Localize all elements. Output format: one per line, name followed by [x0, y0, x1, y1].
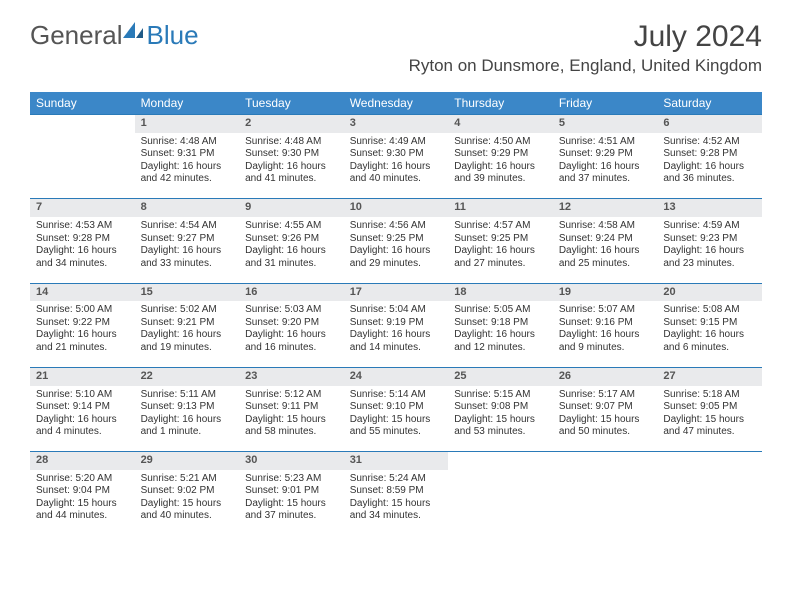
day-number-cell — [30, 115, 135, 133]
day-data-cell: Sunrise: 5:07 AMSunset: 9:16 PMDaylight:… — [553, 301, 658, 367]
day-number-cell: 3 — [344, 115, 449, 133]
brand-name-1: General — [30, 20, 123, 51]
day-data-cell: Sunrise: 4:52 AMSunset: 9:28 PMDaylight:… — [657, 133, 762, 199]
day-number-cell: 14 — [30, 283, 135, 301]
day-data-cell: Sunrise: 5:17 AMSunset: 9:07 PMDaylight:… — [553, 386, 658, 452]
day-data-cell: Sunrise: 5:04 AMSunset: 9:19 PMDaylight:… — [344, 301, 449, 367]
day-number-cell — [657, 452, 762, 470]
title-block: July 2024 Ryton on Dunsmore, England, Un… — [409, 20, 762, 76]
day-number-cell: 10 — [344, 199, 449, 217]
day-number-row: 14151617181920 — [30, 283, 762, 301]
weekday-header: Wednesday — [344, 92, 449, 115]
calendar-body: 123456Sunrise: 4:48 AMSunset: 9:31 PMDay… — [30, 115, 762, 536]
day-data-cell — [448, 470, 553, 536]
day-data-cell: Sunrise: 5:03 AMSunset: 9:20 PMDaylight:… — [239, 301, 344, 367]
day-data-cell: Sunrise: 5:02 AMSunset: 9:21 PMDaylight:… — [135, 301, 240, 367]
day-data-cell: Sunrise: 5:15 AMSunset: 9:08 PMDaylight:… — [448, 386, 553, 452]
day-number-cell: 21 — [30, 367, 135, 385]
day-number-cell: 29 — [135, 452, 240, 470]
day-number-cell: 26 — [553, 367, 658, 385]
weekday-header: Saturday — [657, 92, 762, 115]
weekday-header-row: SundayMondayTuesdayWednesdayThursdayFrid… — [30, 92, 762, 115]
day-number-cell: 12 — [553, 199, 658, 217]
day-data-cell — [553, 470, 658, 536]
day-data-row: Sunrise: 4:48 AMSunset: 9:31 PMDaylight:… — [30, 133, 762, 199]
day-number-cell: 9 — [239, 199, 344, 217]
day-number-cell: 7 — [30, 199, 135, 217]
day-data-cell: Sunrise: 5:20 AMSunset: 9:04 PMDaylight:… — [30, 470, 135, 536]
day-number-cell: 18 — [448, 283, 553, 301]
day-number-cell: 4 — [448, 115, 553, 133]
day-data-cell: Sunrise: 4:58 AMSunset: 9:24 PMDaylight:… — [553, 217, 658, 283]
day-data-row: Sunrise: 4:53 AMSunset: 9:28 PMDaylight:… — [30, 217, 762, 283]
day-data-cell: Sunrise: 5:00 AMSunset: 9:22 PMDaylight:… — [30, 301, 135, 367]
day-data-cell: Sunrise: 5:14 AMSunset: 9:10 PMDaylight:… — [344, 386, 449, 452]
day-data-cell: Sunrise: 4:48 AMSunset: 9:31 PMDaylight:… — [135, 133, 240, 199]
day-number-cell: 6 — [657, 115, 762, 133]
weekday-header: Monday — [135, 92, 240, 115]
weekday-header: Sunday — [30, 92, 135, 115]
day-number-cell: 25 — [448, 367, 553, 385]
day-data-cell: Sunrise: 5:10 AMSunset: 9:14 PMDaylight:… — [30, 386, 135, 452]
weekday-header: Thursday — [448, 92, 553, 115]
day-data-row: Sunrise: 5:00 AMSunset: 9:22 PMDaylight:… — [30, 301, 762, 367]
header: General Blue July 2024 Ryton on Dunsmore… — [0, 0, 792, 84]
page-title: July 2024 — [409, 20, 762, 54]
location-subtitle: Ryton on Dunsmore, England, United Kingd… — [409, 56, 762, 76]
day-number-row: 123456 — [30, 115, 762, 133]
day-data-cell: Sunrise: 5:05 AMSunset: 9:18 PMDaylight:… — [448, 301, 553, 367]
day-number-cell: 1 — [135, 115, 240, 133]
day-number-cell: 17 — [344, 283, 449, 301]
day-data-cell — [657, 470, 762, 536]
day-number-cell: 15 — [135, 283, 240, 301]
day-data-cell: Sunrise: 4:49 AMSunset: 9:30 PMDaylight:… — [344, 133, 449, 199]
day-data-cell: Sunrise: 4:59 AMSunset: 9:23 PMDaylight:… — [657, 217, 762, 283]
weekday-header: Friday — [553, 92, 658, 115]
day-number-cell: 13 — [657, 199, 762, 217]
day-number-cell: 16 — [239, 283, 344, 301]
sail-icon — [123, 22, 143, 38]
day-data-cell — [30, 133, 135, 199]
day-data-cell: Sunrise: 4:53 AMSunset: 9:28 PMDaylight:… — [30, 217, 135, 283]
day-data-cell: Sunrise: 4:56 AMSunset: 9:25 PMDaylight:… — [344, 217, 449, 283]
day-data-cell: Sunrise: 5:21 AMSunset: 9:02 PMDaylight:… — [135, 470, 240, 536]
day-number-row: 21222324252627 — [30, 367, 762, 385]
day-number-cell — [553, 452, 658, 470]
day-data-cell: Sunrise: 4:57 AMSunset: 9:25 PMDaylight:… — [448, 217, 553, 283]
day-data-row: Sunrise: 5:10 AMSunset: 9:14 PMDaylight:… — [30, 386, 762, 452]
day-data-cell: Sunrise: 4:51 AMSunset: 9:29 PMDaylight:… — [553, 133, 658, 199]
day-data-cell: Sunrise: 5:23 AMSunset: 9:01 PMDaylight:… — [239, 470, 344, 536]
day-number-cell: 8 — [135, 199, 240, 217]
day-number-cell: 23 — [239, 367, 344, 385]
day-data-cell: Sunrise: 5:12 AMSunset: 9:11 PMDaylight:… — [239, 386, 344, 452]
calendar-table: SundayMondayTuesdayWednesdayThursdayFrid… — [30, 92, 762, 536]
day-number-cell: 31 — [344, 452, 449, 470]
day-number-cell: 5 — [553, 115, 658, 133]
day-data-cell: Sunrise: 4:48 AMSunset: 9:30 PMDaylight:… — [239, 133, 344, 199]
day-number-cell: 27 — [657, 367, 762, 385]
weekday-header: Tuesday — [239, 92, 344, 115]
day-data-cell: Sunrise: 4:54 AMSunset: 9:27 PMDaylight:… — [135, 217, 240, 283]
day-data-cell: Sunrise: 5:08 AMSunset: 9:15 PMDaylight:… — [657, 301, 762, 367]
day-data-cell: Sunrise: 4:50 AMSunset: 9:29 PMDaylight:… — [448, 133, 553, 199]
day-data-cell: Sunrise: 4:55 AMSunset: 9:26 PMDaylight:… — [239, 217, 344, 283]
day-number-row: 78910111213 — [30, 199, 762, 217]
day-number-cell: 28 — [30, 452, 135, 470]
brand-name-2: Blue — [147, 20, 199, 51]
brand-logo: General Blue — [30, 20, 199, 51]
day-number-cell: 24 — [344, 367, 449, 385]
day-number-cell — [448, 452, 553, 470]
day-data-cell: Sunrise: 5:11 AMSunset: 9:13 PMDaylight:… — [135, 386, 240, 452]
day-data-cell: Sunrise: 5:18 AMSunset: 9:05 PMDaylight:… — [657, 386, 762, 452]
day-data-cell: Sunrise: 5:24 AMSunset: 8:59 PMDaylight:… — [344, 470, 449, 536]
day-data-row: Sunrise: 5:20 AMSunset: 9:04 PMDaylight:… — [30, 470, 762, 536]
day-number-cell: 30 — [239, 452, 344, 470]
day-number-cell: 22 — [135, 367, 240, 385]
day-number-cell: 2 — [239, 115, 344, 133]
day-number-cell: 19 — [553, 283, 658, 301]
day-number-cell: 20 — [657, 283, 762, 301]
day-number-cell: 11 — [448, 199, 553, 217]
day-number-row: 28293031 — [30, 452, 762, 470]
